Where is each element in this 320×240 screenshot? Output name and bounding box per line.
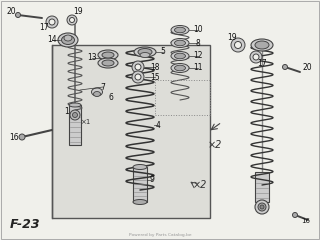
Text: 16: 16 [9, 132, 19, 142]
Text: 1: 1 [65, 108, 69, 116]
Text: 15: 15 [150, 72, 160, 82]
Ellipse shape [61, 36, 75, 44]
Text: 4: 4 [156, 120, 160, 130]
Circle shape [73, 113, 77, 118]
Circle shape [292, 212, 298, 217]
Circle shape [255, 200, 269, 214]
Ellipse shape [174, 53, 186, 59]
Ellipse shape [174, 27, 186, 33]
Circle shape [132, 71, 144, 83]
Text: ×2: ×2 [208, 140, 222, 150]
Text: 12: 12 [193, 52, 203, 60]
Text: 6: 6 [108, 92, 113, 102]
Circle shape [283, 65, 287, 70]
Circle shape [260, 205, 264, 209]
Circle shape [253, 54, 259, 60]
Text: 16: 16 [301, 218, 310, 224]
Text: 20: 20 [302, 62, 312, 72]
Text: 17: 17 [257, 59, 267, 67]
Ellipse shape [133, 164, 147, 169]
Ellipse shape [138, 48, 152, 55]
Text: 5: 5 [161, 48, 165, 56]
Circle shape [135, 64, 141, 70]
Circle shape [235, 42, 242, 48]
Text: 13: 13 [87, 54, 97, 62]
Ellipse shape [93, 91, 100, 96]
Ellipse shape [255, 41, 269, 49]
Circle shape [46, 16, 58, 28]
Bar [133, 167, 147, 202]
Text: 9: 9 [149, 175, 155, 185]
Polygon shape [52, 45, 210, 218]
Ellipse shape [171, 38, 189, 48]
Ellipse shape [58, 33, 78, 47]
Ellipse shape [171, 25, 189, 35]
Ellipse shape [133, 199, 147, 204]
Text: Powered by Parts Catalog.be: Powered by Parts Catalog.be [129, 233, 191, 237]
Text: 18: 18 [150, 62, 160, 72]
Text: 11: 11 [193, 64, 203, 72]
Circle shape [258, 203, 266, 211]
Circle shape [250, 51, 262, 63]
Ellipse shape [69, 103, 81, 107]
Bar [255, 172, 269, 202]
Bar [69, 105, 81, 145]
Circle shape [67, 15, 77, 25]
Text: 17: 17 [39, 24, 49, 32]
Text: 19: 19 [227, 32, 237, 42]
Ellipse shape [171, 64, 189, 72]
Circle shape [231, 38, 245, 52]
Ellipse shape [134, 47, 156, 57]
Circle shape [135, 74, 141, 80]
Circle shape [19, 134, 25, 140]
Ellipse shape [174, 65, 186, 71]
Text: 7: 7 [100, 83, 105, 91]
Text: ×2: ×2 [193, 180, 207, 190]
Ellipse shape [251, 39, 273, 51]
Ellipse shape [102, 52, 114, 58]
Ellipse shape [140, 53, 150, 58]
Circle shape [69, 18, 75, 23]
Ellipse shape [171, 52, 189, 60]
Ellipse shape [102, 60, 114, 66]
Text: 10: 10 [193, 25, 203, 35]
Text: F-23: F-23 [10, 218, 41, 231]
Text: ×1: ×1 [80, 119, 90, 125]
Ellipse shape [174, 40, 186, 46]
Circle shape [49, 19, 55, 25]
Ellipse shape [98, 50, 118, 60]
Ellipse shape [98, 58, 118, 68]
Text: 19: 19 [73, 7, 83, 17]
Circle shape [70, 110, 80, 120]
Text: 14: 14 [47, 36, 57, 44]
Circle shape [15, 12, 20, 18]
Ellipse shape [92, 88, 102, 96]
Ellipse shape [64, 35, 72, 41]
Text: 20: 20 [6, 7, 16, 17]
Circle shape [132, 61, 144, 73]
Text: 8: 8 [196, 38, 200, 48]
